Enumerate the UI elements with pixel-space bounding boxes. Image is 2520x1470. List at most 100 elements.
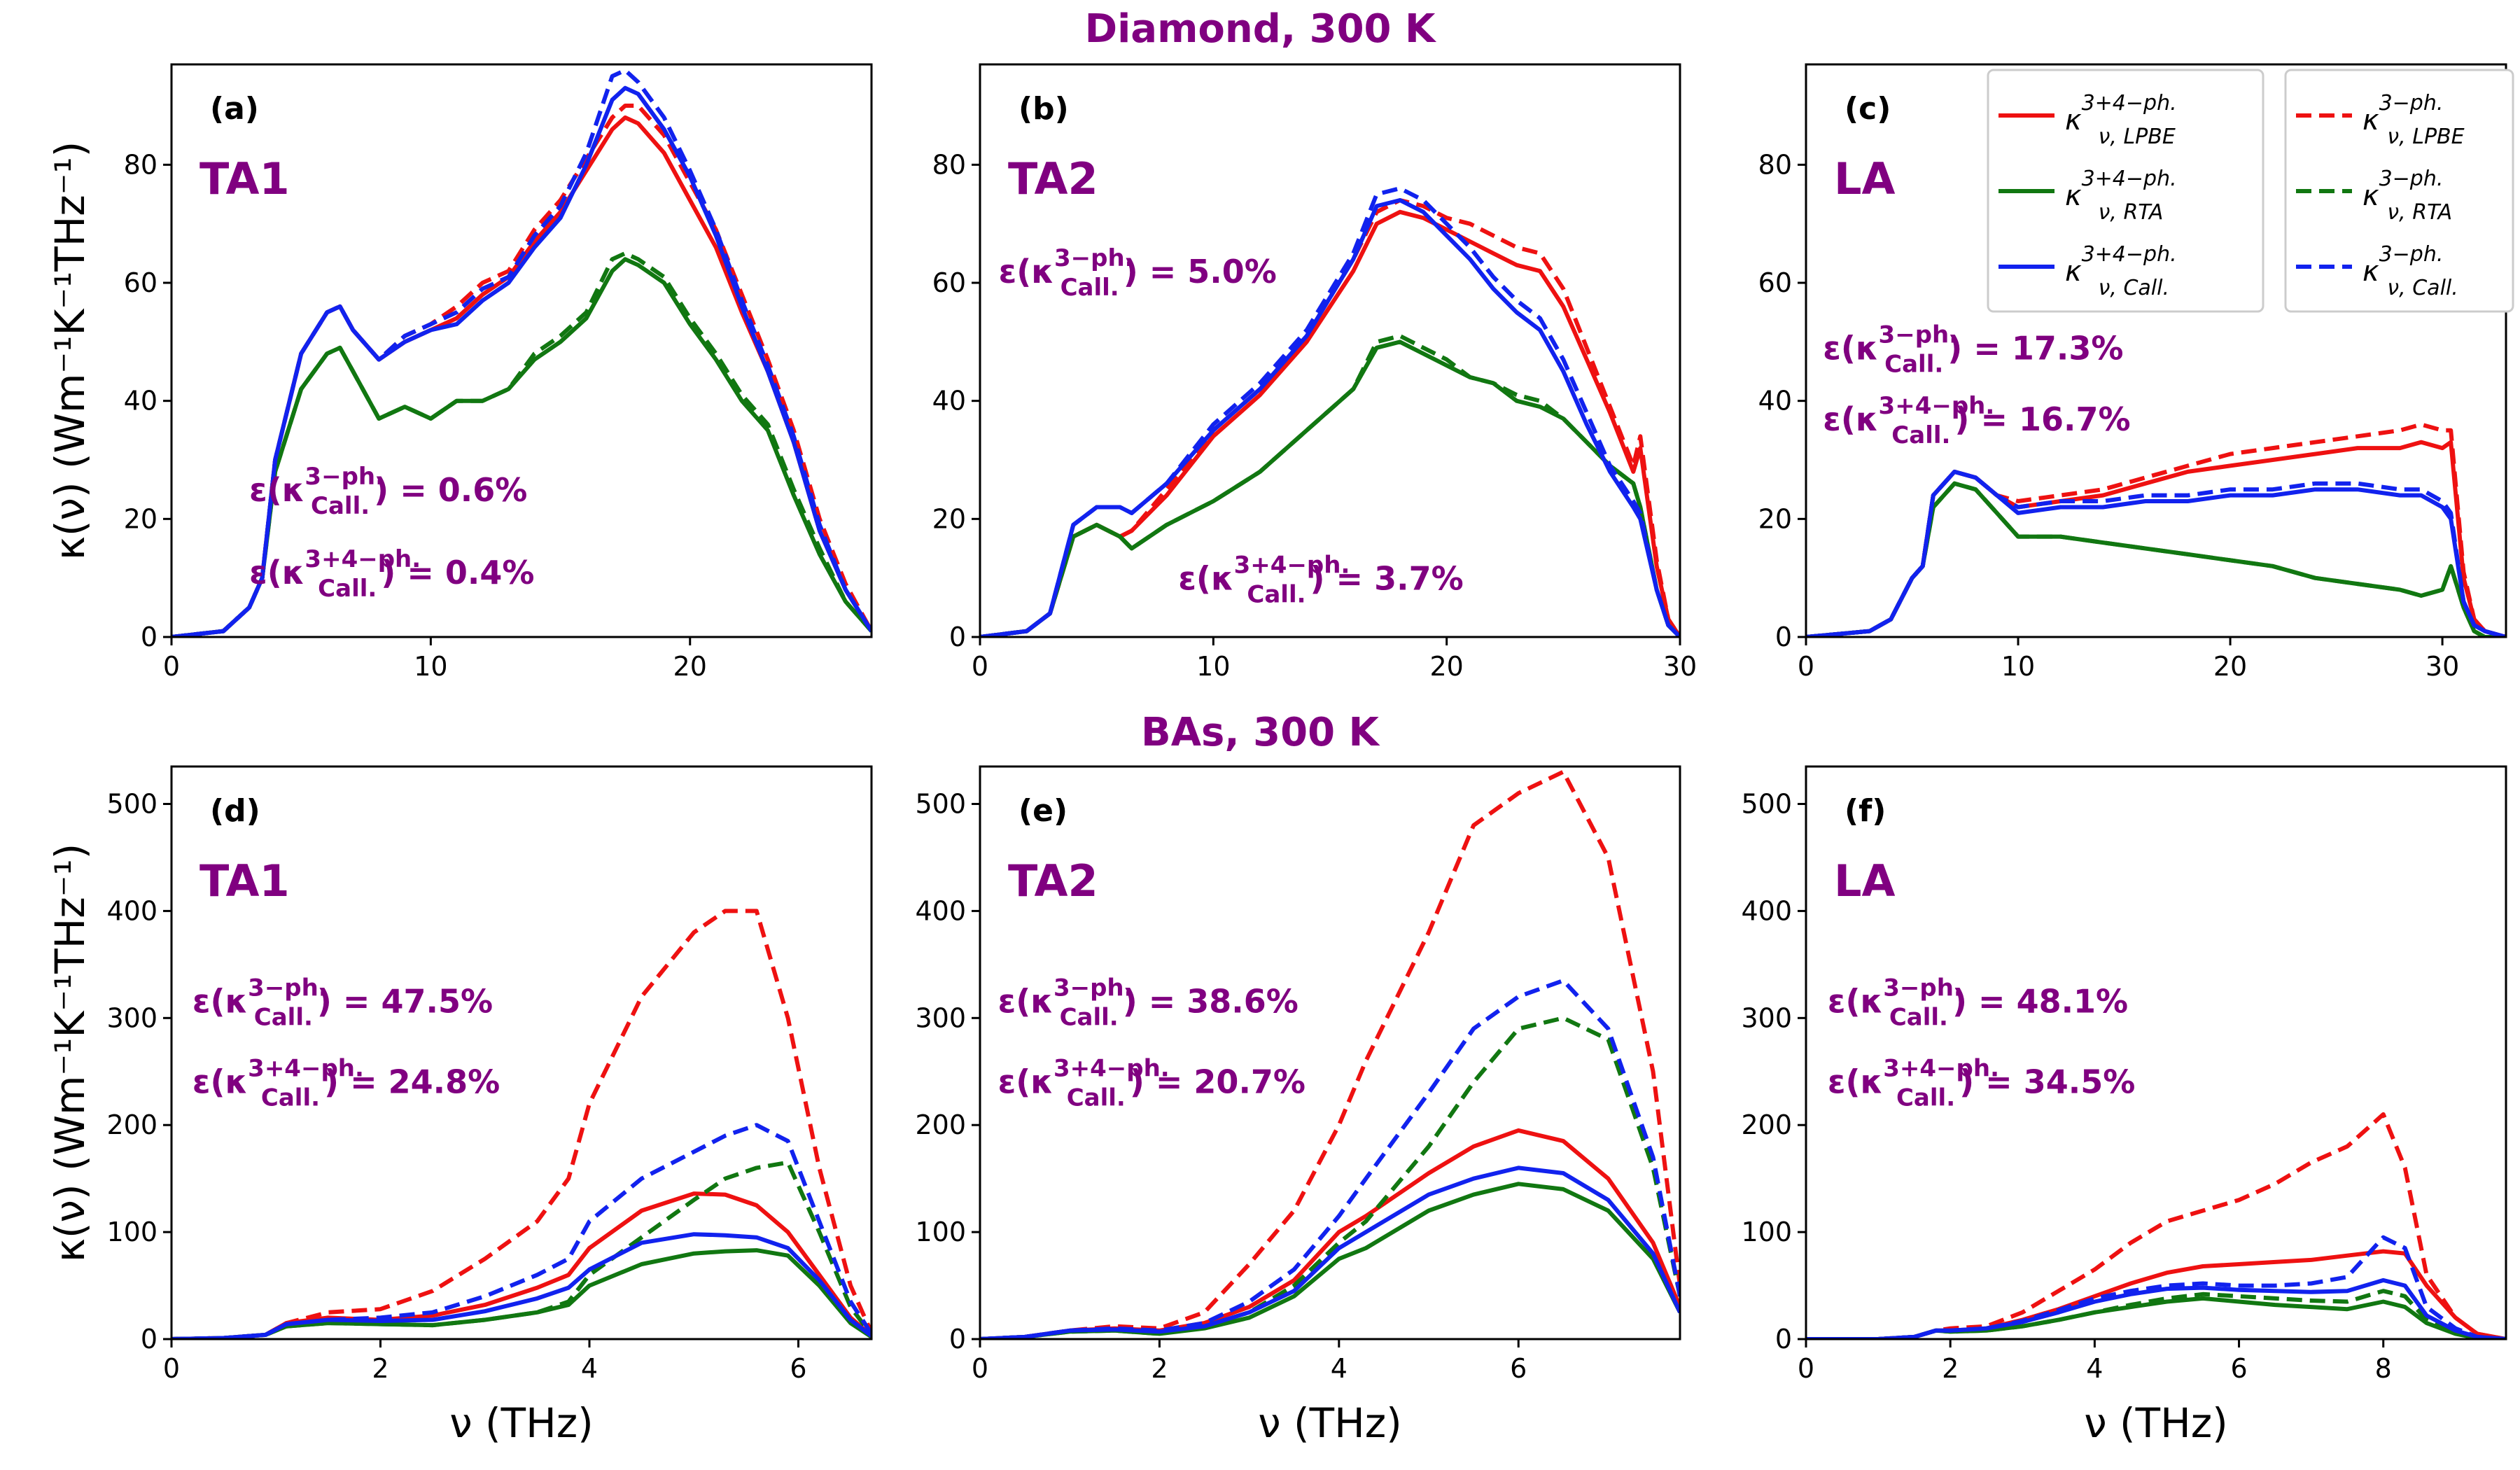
x-axis-label: ν (THz) [449, 1399, 594, 1447]
y-tick-label: 0 [949, 1324, 966, 1354]
y-tick-label: 500 [106, 789, 158, 820]
axes-frame [979, 765, 1681, 1340]
y-axis-label: κ(ν) (Wm⁻¹K⁻¹THz⁻¹) [46, 844, 94, 1263]
x-tick-label: 0 [972, 1353, 988, 1384]
panel-d: 0 2 4 6 0 100 200 300 400 500 (d) TA1 ε(κ3−ph. Call.)… [46, 765, 873, 1447]
series-line--3-4-ph-lpbe [1806, 440, 2506, 637]
x-tick-label: 20 [1429, 651, 1463, 682]
branch-label: TA2 [1008, 153, 1098, 204]
error-annotation: ε(κ3−ph. Call.) = 47.5% [192, 974, 493, 1032]
error-annotation: ε(κ3−ph. Call.) = 5.0% [999, 244, 1277, 302]
y-tick-label: 300 [1741, 1002, 1792, 1033]
y-tick-label: 200 [106, 1110, 158, 1140]
y-tick-label: 400 [1741, 895, 1792, 926]
series-line--3-4-ph-rta [1806, 481, 2506, 637]
axes-frame [1805, 765, 2507, 1340]
branch-label: TA1 [200, 153, 290, 204]
x-tick-label: 8 [2375, 1353, 2392, 1384]
y-tick-label: 20 [124, 503, 158, 534]
x-tick-label: 0 [972, 651, 988, 682]
x-tick-label: 30 [2426, 651, 2459, 682]
svg-text:κ3−ph.ν, Call.: κ3−ph. ν, Call. [2362, 242, 2458, 300]
y-tick-label: 60 [124, 267, 158, 298]
y-tick-label: 60 [1758, 267, 1792, 298]
x-tick-label: 6 [1510, 1353, 1527, 1384]
error-annotation: ε(κ3+4−ph. Call.) = 0.4% [249, 545, 534, 603]
y-tick-label: 100 [1741, 1217, 1792, 1247]
x-tick-label: 0 [1798, 651, 1814, 682]
y-tick-label: 0 [1775, 622, 1792, 652]
legend-entry-k34-rta: κ3+4−ph. ν, RTA [1998, 167, 2177, 225]
series-line--3-4-ph-call- [1806, 1278, 2506, 1339]
error-annotation: ε(κ3+4−ph. Call.) = 34.5% [1828, 1054, 2135, 1112]
error-annotation: ε(κ3−ph. Call.) = 0.6% [249, 463, 527, 520]
x-axis-label: ν (THz) [2084, 1399, 2228, 1447]
x-tick-label: 2 [372, 1353, 388, 1384]
panel-b: 0 10 20 30 0 20 40 60 80 (b) TA2 ε(κ3−ph. Call.) = 5… [932, 63, 1697, 682]
x-tick-label: 0 [163, 651, 180, 682]
x-tick-label: 4 [581, 1353, 598, 1384]
y-tick-label: 0 [141, 1324, 158, 1354]
series-line--3-ph-call- [980, 186, 1680, 637]
branch-label: LA [1834, 855, 1896, 906]
panel-a: 0 10 20 0 20 40 60 80 (a) TA1 ε(κ3−ph. Call.) = 0.6… [46, 63, 873, 682]
y-tick-label: 80 [124, 149, 158, 180]
series-line--3-4-ph-rta [980, 1182, 1680, 1339]
x-tick-label: 20 [673, 651, 707, 682]
bottom-section-title: BAs, 300 K [1141, 710, 1381, 755]
svg-text:κ3+4−ph.ν, RTA: κ3+4−ph. ν, RTA [2065, 167, 2177, 225]
series-group [980, 186, 1680, 637]
panel-letter: (d) [210, 793, 260, 829]
x-tick-label: 0 [163, 1353, 180, 1384]
panel-c: 0 10 20 30 0 20 40 60 80 (c) LA ε(κ3−ph. Call.) = 17… [1758, 63, 2507, 682]
x-tick-label: 30 [1663, 651, 1697, 682]
x-tick-label: 20 [2213, 651, 2247, 682]
error-annotation: ε(κ3+4−ph. Call.) = 3.7% [1178, 552, 1463, 609]
x-tick-label: 10 [1196, 651, 1230, 682]
y-tick-label: 100 [106, 1217, 158, 1247]
x-tick-label: 2 [1942, 1353, 1959, 1384]
series-group [1806, 1112, 2506, 1339]
x-tick-label: 6 [790, 1353, 806, 1384]
y-tick-label: 500 [915, 789, 966, 820]
panel-letter: (e) [1018, 793, 1068, 829]
y-axis-label: κ(ν) (Wm⁻¹K⁻¹THz⁻¹) [46, 141, 94, 561]
series-line--3-4-ph-lpbe [980, 1128, 1680, 1339]
legend-entry-k34-call: κ3+4−ph. ν, Call. [1998, 242, 2177, 300]
branch-label: LA [1834, 153, 1896, 204]
panel-f: 0 2 4 6 8 0 100 200 300 400 500 (f) LA ε(κ3−ph. Call.)… [1741, 765, 2507, 1447]
panel-letter: (c) [1844, 91, 1891, 127]
y-tick-label: 500 [1741, 789, 1792, 820]
top-section-title: Diamond, 300 K [1085, 6, 1437, 52]
branch-label: TA1 [200, 855, 290, 906]
series-line--3-ph-call- [172, 1123, 872, 1339]
x-tick-label: 0 [1798, 1353, 1814, 1384]
x-tick-label: 2 [1151, 1353, 1168, 1384]
y-tick-label: 60 [932, 267, 966, 298]
y-tick-label: 20 [932, 503, 966, 534]
x-tick-label: 4 [1331, 1353, 1348, 1384]
error-annotation: ε(κ3+4−ph. Call.) = 16.7% [1823, 392, 2130, 449]
series-line--3-ph-rta [1806, 1289, 2506, 1339]
branch-label: TA2 [1008, 855, 1098, 906]
series-line--3-ph-lpbe [1806, 1112, 2506, 1339]
panel-e: 0 2 4 6 0 100 200 300 400 500 (e) TA2 ε(κ3−ph. Call.)… [915, 765, 1681, 1447]
series-line--3-ph-call- [1806, 1235, 2506, 1339]
y-tick-label: 0 [1775, 1324, 1792, 1354]
y-tick-label: 400 [915, 895, 966, 926]
legend-entry-k34-lpbe: κ3+4−ph. ν, LPBE [1998, 91, 2177, 149]
series-line--3-ph-call- [1806, 469, 2506, 637]
series-group [1806, 422, 2506, 637]
series-group [172, 909, 872, 1339]
x-axis-label: ν (THz) [1258, 1399, 1402, 1447]
y-tick-label: 40 [1758, 386, 1792, 416]
legend-entry-k3-lpbe: κ3−ph. ν, LPBE [2296, 91, 2465, 149]
y-tick-label: 200 [915, 1110, 966, 1140]
series-line--3-ph-rta [172, 251, 872, 637]
y-tick-label: 300 [915, 1002, 966, 1033]
series-line--3-ph-lpbe [1806, 422, 2506, 637]
legend-entry-k3-rta: κ3−ph. ν, RTA [2296, 167, 2452, 225]
y-tick-label: 200 [1741, 1110, 1792, 1140]
